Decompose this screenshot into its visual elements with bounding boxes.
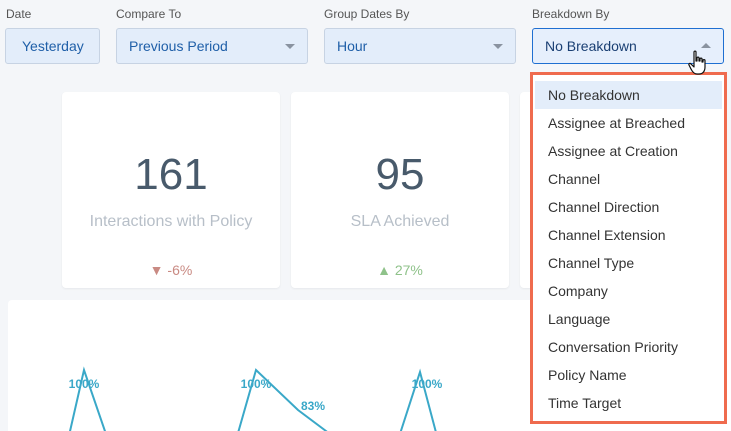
chevron-down-icon [285,44,295,49]
metric-caption: Interactions with Policy [89,213,253,230]
breakdown-options-list: No Breakdown Assignee at Breached Assignee… [533,75,724,417]
date-button[interactable]: Yesterday [5,28,100,64]
breakdown-option[interactable]: Assignee at Creation [548,143,678,159]
breakdown-dropdown-menu: No Breakdown Assignee at Breached Assignee… [530,72,727,424]
breakdown-option[interactable]: Language [548,311,611,327]
chevron-up-icon [701,43,711,48]
data-label: 100% [241,377,272,391]
data-label: 83% [301,399,325,413]
breakdown-option[interactable]: No Breakdown [535,81,722,109]
breakdown-option[interactable]: Channel Direction [548,199,660,215]
series-line [69,366,106,431]
breakdown-option[interactable]: Time Target [548,395,622,411]
date-value: Yesterday [22,38,84,54]
group-dates-by-select[interactable]: Hour [324,28,516,64]
date-label: Date [6,7,32,21]
group-dates-by-value: Hour [337,38,368,54]
metric-value: 95 [375,150,425,199]
chevron-down-icon [493,44,503,49]
hand-cursor-icon [688,50,706,75]
breakdown-by-select[interactable]: No Breakdown [532,28,724,64]
sla-chart-svg: 100% 100% 83% 100% [69,366,443,431]
data-label: 100% [412,377,443,391]
breakdown-option[interactable]: Policy Name [548,367,627,383]
metric-card-interactions: 161 Interactions with Policy ▼ -6% [62,92,280,288]
compare-to-label: Compare To [116,7,182,21]
breakdown-by-label: Breakdown By [532,7,610,21]
series-line [399,368,437,431]
breakdown-by-value: No Breakdown [545,38,637,54]
metric-card-sla-achieved: 95 SLA Achieved ▲ 27% [291,92,509,288]
breakdown-option[interactable]: Assignee at Breached [548,115,685,131]
series-line [237,368,328,431]
group-dates-by-label: Group Dates By [324,7,410,21]
metric-caption: SLA Achieved [350,213,450,230]
metric-delta: ▲ 27% [377,262,423,278]
breakdown-option[interactable]: Channel [548,171,601,187]
breakdown-option[interactable]: Conversation Priority [548,339,678,355]
breakdown-option[interactable]: Channel Type [548,255,635,271]
breakdown-option[interactable]: Company [548,283,608,299]
metric-delta: ▼ -6% [149,262,193,278]
breakdown-option[interactable]: Channel Extension [548,227,666,243]
compare-to-value: Previous Period [129,38,228,54]
data-label: 100% [69,377,100,391]
compare-to-select[interactable]: Previous Period [116,28,308,64]
metric-value: 161 [134,150,208,199]
